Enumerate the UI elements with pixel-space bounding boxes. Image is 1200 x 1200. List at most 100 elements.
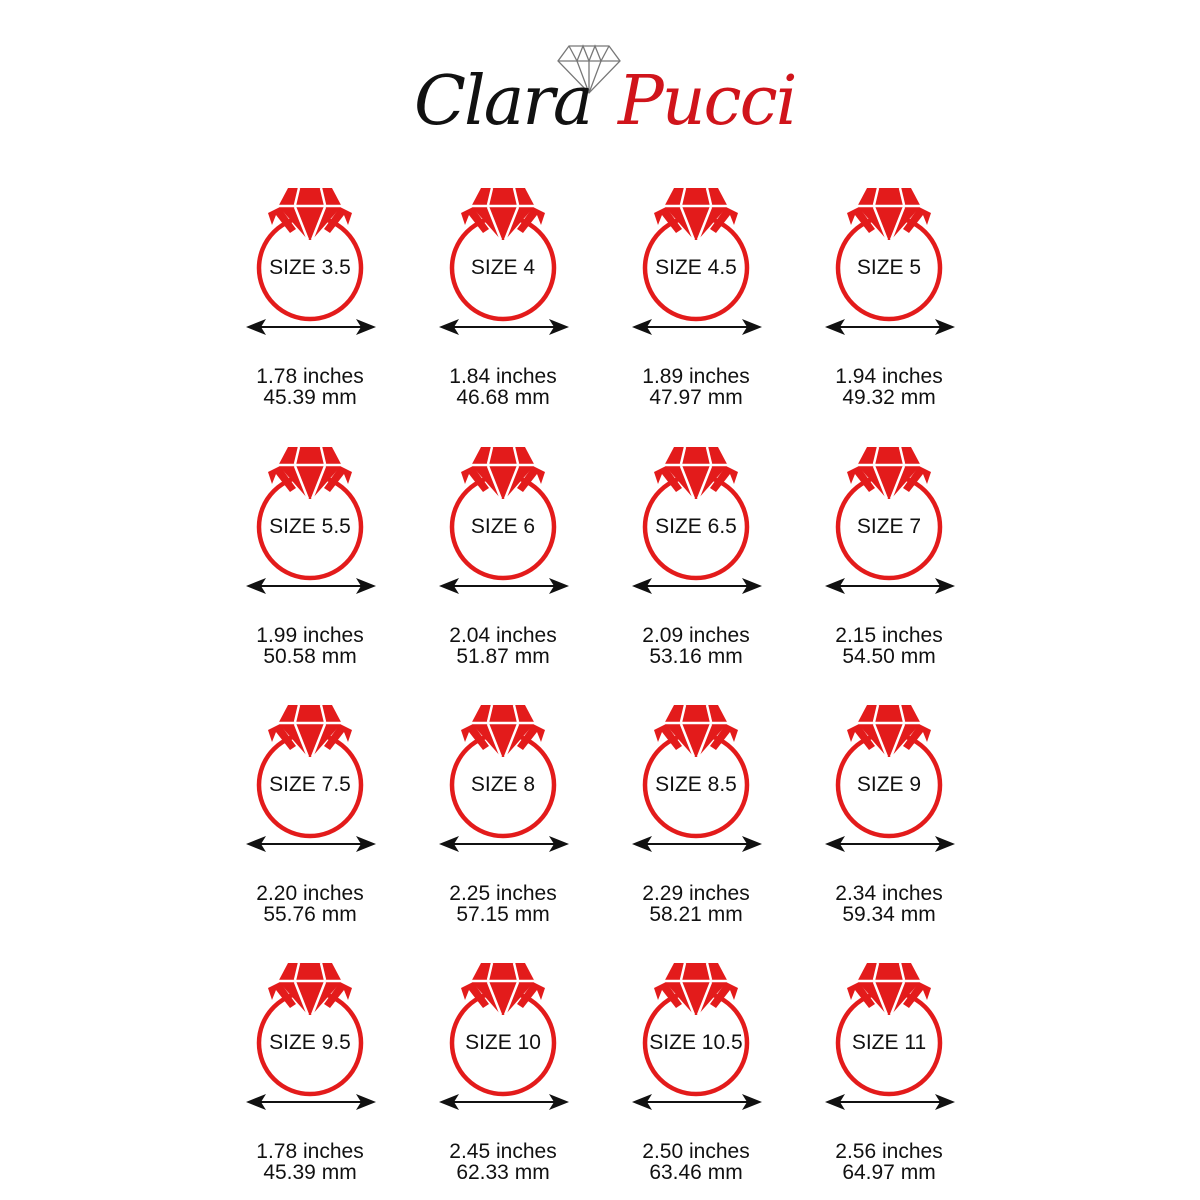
inches-value: 2.29 inches — [642, 882, 750, 905]
measurement: 2.56 inches 64.97 mm — [809, 1141, 969, 1183]
width-arrow-icon — [439, 578, 569, 594]
inches-value: 2.45 inches — [449, 1140, 557, 1163]
ring-icon — [825, 446, 955, 594]
mm-value: 45.39 mm — [263, 1161, 357, 1184]
measurement: 2.20 inches 55.76 mm — [230, 883, 390, 925]
gem-icon — [847, 963, 931, 1015]
gem-icon — [461, 188, 545, 240]
size-label: SIZE 6 — [470, 515, 536, 538]
width-arrow-icon — [825, 319, 955, 335]
width-arrow-icon — [825, 1094, 955, 1110]
width-arrow-icon — [246, 578, 376, 594]
mm-value: 51.87 mm — [456, 645, 550, 668]
inches-value: 1.89 inches — [642, 365, 750, 388]
mm-value: 50.58 mm — [263, 645, 357, 668]
width-arrow-icon — [632, 836, 762, 852]
inches-value: 2.50 inches — [642, 1140, 750, 1163]
ring-size-card: SIZE 9.5 1.78 inches 45.39 mm — [230, 960, 390, 1190]
measurement: 2.15 inches 54.50 mm — [809, 625, 969, 667]
size-label: SIZE 5.5 — [269, 515, 351, 538]
width-arrow-icon — [439, 836, 569, 852]
ring-size-card: SIZE 5.5 1.99 inches 50.58 mm — [230, 444, 390, 674]
width-arrow-icon — [246, 319, 376, 335]
ring-icon — [246, 962, 376, 1110]
inches-value: 1.99 inches — [256, 624, 364, 647]
inches-value: 2.34 inches — [835, 882, 943, 905]
mm-value: 54.50 mm — [842, 645, 936, 668]
ring-size-card: SIZE 4.5 1.89 inches 47.97 mm — [616, 185, 776, 415]
mm-value: 53.16 mm — [649, 645, 743, 668]
ring-icon — [632, 187, 762, 335]
brand-name-first: Clara — [414, 62, 593, 141]
size-label: SIZE 7 — [856, 515, 922, 538]
measurement: 2.04 inches 51.87 mm — [423, 625, 583, 667]
ring-icon — [439, 446, 569, 594]
ring-icon — [632, 962, 762, 1110]
diamond-outline-icon — [557, 44, 621, 94]
gem-icon — [461, 705, 545, 757]
ring-size-card: SIZE 7 2.15 inches 54.50 mm — [809, 444, 969, 674]
mm-value: 59.34 mm — [842, 903, 936, 926]
ring-icon — [246, 446, 376, 594]
ring-size-card: SIZE 9 2.34 inches 59.34 mm — [809, 702, 969, 932]
inches-value: 1.84 inches — [449, 365, 557, 388]
measurement: 2.09 inches 53.16 mm — [616, 625, 776, 667]
inches-value: 2.20 inches — [256, 882, 364, 905]
inches-value: 1.78 inches — [256, 1140, 364, 1163]
ring-size-card: SIZE 8 2.25 inches 57.15 mm — [423, 702, 583, 932]
width-arrow-icon — [632, 578, 762, 594]
ring-size-card: SIZE 8.5 2.29 inches 58.21 mm — [616, 702, 776, 932]
width-arrow-icon — [825, 578, 955, 594]
width-arrow-icon — [825, 836, 955, 852]
mm-value: 58.21 mm — [649, 903, 743, 926]
measurement: 1.99 inches 50.58 mm — [230, 625, 390, 667]
inches-value: 1.94 inches — [835, 365, 943, 388]
ring-icon — [825, 704, 955, 852]
inches-value: 2.56 inches — [835, 1140, 943, 1163]
width-arrow-icon — [439, 319, 569, 335]
gem-icon — [268, 705, 352, 757]
size-label: SIZE 8 — [470, 773, 536, 796]
size-label: SIZE 8.5 — [655, 773, 737, 796]
ring-icon — [632, 704, 762, 852]
gem-icon — [461, 963, 545, 1015]
gem-icon — [654, 188, 738, 240]
gem-icon — [847, 705, 931, 757]
size-label: SIZE 9 — [856, 773, 922, 796]
ring-icon — [632, 446, 762, 594]
ring-size-card: SIZE 6.5 2.09 inches 53.16 mm — [616, 444, 776, 674]
ring-size-card: SIZE 10.5 2.50 inches 63.46 mm — [616, 960, 776, 1190]
ring-size-card: SIZE 6 2.04 inches 51.87 mm — [423, 444, 583, 674]
ring-size-card: SIZE 10 2.45 inches 62.33 mm — [423, 960, 583, 1190]
gem-icon — [461, 447, 545, 499]
ring-icon — [246, 187, 376, 335]
width-arrow-icon — [632, 319, 762, 335]
measurement: 2.29 inches 58.21 mm — [616, 883, 776, 925]
brand-logo: Clara Pucci — [400, 40, 800, 141]
size-label: SIZE 9.5 — [269, 1031, 351, 1054]
inches-value: 1.78 inches — [256, 365, 364, 388]
gem-icon — [654, 963, 738, 1015]
inches-value: 2.15 inches — [835, 624, 943, 647]
mm-value: 49.32 mm — [842, 386, 936, 409]
width-arrow-icon — [246, 1094, 376, 1110]
inches-value: 2.09 inches — [642, 624, 750, 647]
measurement: 2.50 inches 63.46 mm — [616, 1141, 776, 1183]
ring-size-card: SIZE 3.5 1.78 inches 45.39 mm — [230, 185, 390, 415]
measurement: 2.34 inches 59.34 mm — [809, 883, 969, 925]
size-label: SIZE 11 — [851, 1031, 927, 1054]
ring-icon — [825, 962, 955, 1110]
measurement: 1.84 inches 46.68 mm — [423, 366, 583, 408]
ring-size-card: SIZE 5 1.94 inches 49.32 mm — [809, 185, 969, 415]
measurement: 2.25 inches 57.15 mm — [423, 883, 583, 925]
gem-icon — [268, 963, 352, 1015]
size-label: SIZE 7.5 — [269, 773, 351, 796]
width-arrow-icon — [439, 1094, 569, 1110]
ring-size-card: SIZE 4 1.84 inches 46.68 mm — [423, 185, 583, 415]
measurement: 1.78 inches 45.39 mm — [230, 366, 390, 408]
inches-value: 2.04 inches — [449, 624, 557, 647]
mm-value: 55.76 mm — [263, 903, 357, 926]
mm-value: 45.39 mm — [263, 386, 357, 409]
brand-name-second: Pucci — [618, 62, 797, 141]
gem-icon — [654, 705, 738, 757]
